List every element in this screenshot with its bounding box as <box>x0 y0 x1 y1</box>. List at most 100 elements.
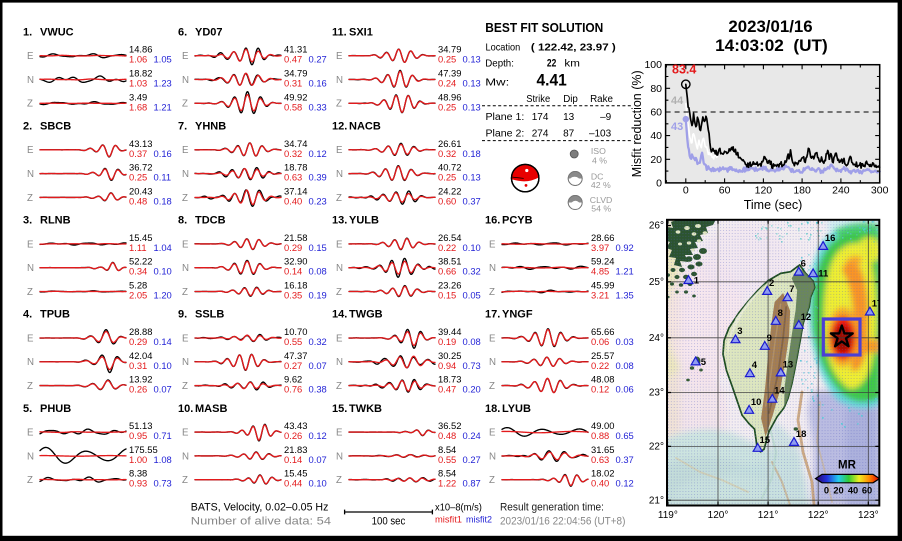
svg-text:Z: Z <box>336 381 342 392</box>
svg-text:1.: 1. <box>23 26 32 38</box>
svg-text:Z: Z <box>336 475 342 486</box>
svg-text:11: 11 <box>818 269 829 280</box>
svg-text:1.08: 1.08 <box>154 454 172 465</box>
svg-text:0.24: 0.24 <box>463 430 481 441</box>
svg-text:0.07: 0.07 <box>309 360 327 371</box>
svg-text:E: E <box>27 428 34 439</box>
svg-text:0.66: 0.66 <box>438 266 456 277</box>
svg-text:180: 180 <box>793 185 811 197</box>
svg-text:2023/01/16 22:04:56 (UT+8): 2023/01/16 22:04:56 (UT+8) <box>500 516 625 528</box>
svg-text:0.11: 0.11 <box>154 172 172 183</box>
svg-text:0.48: 0.48 <box>129 195 147 206</box>
svg-text:BEST FIT SOLUTION: BEST FIT SOLUTION <box>485 20 603 35</box>
svg-text:0.13: 0.13 <box>463 54 481 65</box>
svg-text:26.61: 26.61 <box>438 138 461 149</box>
svg-text:40: 40 <box>650 130 662 142</box>
svg-text:1.68: 1.68 <box>129 101 147 112</box>
svg-text:Strike: Strike <box>526 94 550 105</box>
svg-text:11.: 11. <box>332 26 347 38</box>
svg-text:1: 1 <box>694 276 700 287</box>
svg-text:34.79: 34.79 <box>438 44 461 55</box>
svg-text:E: E <box>182 333 189 344</box>
svg-text:51.13: 51.13 <box>129 420 152 431</box>
svg-text:24°: 24° <box>649 333 664 344</box>
svg-text:Misfit reduction (%): Misfit reduction (%) <box>630 70 644 177</box>
svg-text:0.14: 0.14 <box>284 454 302 465</box>
svg-text:23°: 23° <box>649 388 664 399</box>
svg-text:59.24: 59.24 <box>591 256 614 267</box>
svg-text:0.22: 0.22 <box>438 242 456 253</box>
svg-text:MASB: MASB <box>195 403 227 415</box>
svg-text:TWGB: TWGB <box>349 309 383 321</box>
svg-text:Z: Z <box>27 287 33 298</box>
svg-text:3.97: 3.97 <box>591 242 609 253</box>
svg-text:Z: Z <box>182 287 188 298</box>
svg-text:30.25: 30.25 <box>438 350 461 361</box>
svg-text:28.66: 28.66 <box>591 232 614 243</box>
svg-text:40.72: 40.72 <box>438 162 461 173</box>
svg-text:17.: 17. <box>485 309 500 321</box>
svg-text:100 sec: 100 sec <box>372 516 406 528</box>
svg-text:1.22: 1.22 <box>438 478 456 489</box>
svg-text:0.34: 0.34 <box>129 266 147 277</box>
svg-text:0.16: 0.16 <box>154 148 172 159</box>
svg-text:0.65: 0.65 <box>616 430 634 441</box>
svg-text:2023/01/16: 2023/01/16 <box>728 17 812 36</box>
svg-text:4: 4 <box>752 360 758 371</box>
svg-text:0.27: 0.27 <box>463 454 481 465</box>
svg-text:12: 12 <box>801 312 812 323</box>
svg-text:Z: Z <box>489 381 495 392</box>
svg-text:9: 9 <box>767 333 772 344</box>
svg-text:0.16: 0.16 <box>309 78 327 89</box>
svg-text:0.13: 0.13 <box>463 172 481 183</box>
svg-text:40: 40 <box>848 486 858 496</box>
svg-text:0.25: 0.25 <box>438 54 456 65</box>
svg-text:8: 8 <box>778 308 783 319</box>
svg-text:18.02: 18.02 <box>591 468 614 479</box>
svg-text:0.13: 0.13 <box>463 101 481 112</box>
svg-text:4.41: 4.41 <box>537 71 567 90</box>
svg-text:0.06: 0.06 <box>616 384 634 395</box>
svg-text:100: 100 <box>644 59 662 71</box>
svg-text:0.10: 0.10 <box>309 478 327 489</box>
svg-text:0.33: 0.33 <box>309 101 327 112</box>
svg-text:18.73: 18.73 <box>438 374 461 385</box>
svg-text:18.82: 18.82 <box>129 68 152 79</box>
svg-text:Plane 2:: Plane 2: <box>486 129 525 140</box>
svg-text:NACB: NACB <box>349 121 381 133</box>
svg-text:1.00: 1.00 <box>129 454 147 465</box>
svg-text:E: E <box>27 333 34 344</box>
svg-text:TPUB: TPUB <box>40 309 70 321</box>
svg-text:43.43: 43.43 <box>284 420 307 431</box>
svg-text:N: N <box>489 357 496 368</box>
svg-text:Z: Z <box>336 99 342 110</box>
svg-text:12.: 12. <box>332 121 347 133</box>
svg-text:CLVD: CLVD <box>590 195 613 205</box>
svg-text:43: 43 <box>671 121 683 133</box>
svg-text:60: 60 <box>650 107 662 119</box>
svg-text:3: 3 <box>737 326 742 337</box>
svg-text:x10–8(m/s): x10–8(m/s) <box>435 503 482 514</box>
svg-text:0.29: 0.29 <box>129 336 147 347</box>
svg-text:10: 10 <box>751 397 762 408</box>
svg-text:3.49: 3.49 <box>129 91 147 102</box>
svg-text:17: 17 <box>872 299 883 310</box>
svg-text:N: N <box>336 451 343 462</box>
svg-text:8.54: 8.54 <box>438 468 456 479</box>
svg-text:5.28: 5.28 <box>129 280 147 291</box>
svg-text:0.32: 0.32 <box>438 148 456 159</box>
svg-text:Dip: Dip <box>563 94 578 105</box>
svg-text:0.12: 0.12 <box>309 148 327 159</box>
svg-text:21.83: 21.83 <box>284 444 307 455</box>
svg-text:E: E <box>336 145 343 156</box>
svg-text:E: E <box>336 428 343 439</box>
svg-text:274: 274 <box>532 129 549 140</box>
svg-text:13.: 13. <box>332 215 347 227</box>
svg-text:16.: 16. <box>485 215 500 227</box>
svg-text:6: 6 <box>801 259 806 270</box>
svg-text:26°: 26° <box>649 221 664 232</box>
svg-text:Z: Z <box>27 193 33 204</box>
svg-text:YULB: YULB <box>349 215 379 227</box>
svg-text:0.12: 0.12 <box>616 478 634 489</box>
svg-text:0.38: 0.38 <box>309 384 327 395</box>
